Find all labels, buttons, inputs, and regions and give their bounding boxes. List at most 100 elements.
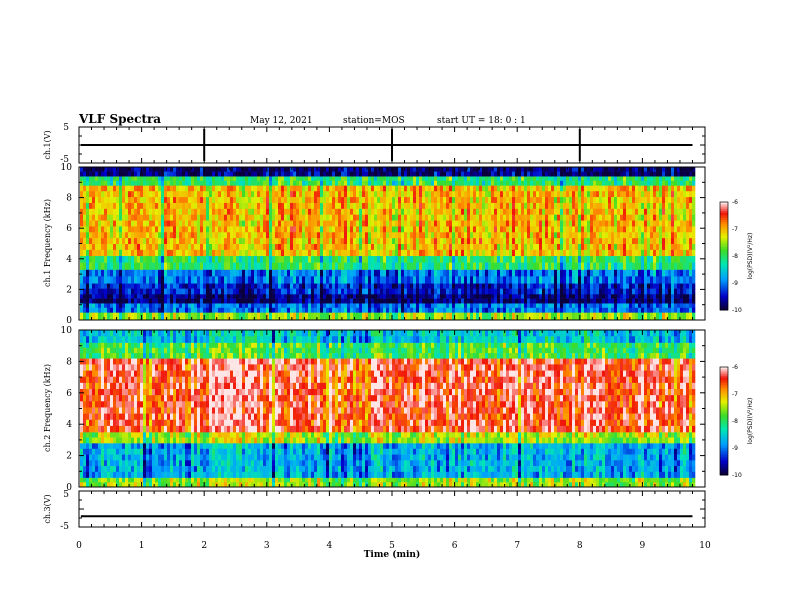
spectrogram-cell <box>554 303 558 309</box>
spectrogram-cell <box>425 276 429 284</box>
spectrogram-cell <box>518 303 522 309</box>
spectrogram-cell <box>182 262 186 270</box>
spectrogram-cell <box>515 288 519 295</box>
spectrogram-cell <box>110 249 114 257</box>
spectrogram-cell <box>431 262 435 270</box>
spectrogram-cell <box>86 220 90 227</box>
spectrogram-cell <box>401 262 405 270</box>
spectrogram-cell <box>104 202 108 210</box>
spectrogram-cell <box>605 288 609 295</box>
spectrogram-cell <box>209 176 213 182</box>
spectrogram-cell <box>191 312 195 321</box>
spectrogram-cell <box>221 208 225 215</box>
spectrogram-cell <box>227 238 231 245</box>
spectrogram-cell <box>536 208 540 215</box>
spectrogram-cell <box>593 249 597 257</box>
spectrogram-cell <box>323 238 327 245</box>
spectrogram-cell <box>311 269 315 277</box>
spectrogram-cell <box>617 202 621 210</box>
spectrogram-cell <box>542 293 546 299</box>
spectrogram-cell <box>344 185 348 192</box>
spectrogram-cell <box>122 312 126 321</box>
spectrogram-cell <box>401 226 405 233</box>
spectrogram-cell <box>488 185 492 192</box>
spectrogram-cell <box>338 197 342 204</box>
spectrogram-cell <box>113 303 117 309</box>
spectrogram-cell <box>479 197 483 204</box>
spectrogram-cell <box>254 191 258 198</box>
spectrogram-cell <box>353 191 357 198</box>
spectrogram-cell <box>527 176 531 182</box>
spectrogram-cell <box>281 208 285 215</box>
spectrogram-cell <box>305 255 309 263</box>
spectrogram-cell <box>536 283 540 289</box>
spectrogram-cell <box>347 288 351 295</box>
spectrogram-cell <box>602 269 606 277</box>
spectrogram-cell <box>593 262 597 270</box>
spectrogram-cell <box>146 214 150 221</box>
spectrogram-cell <box>320 180 324 186</box>
spectrogram-cell <box>518 197 522 204</box>
spectrogram-cell <box>401 244 405 251</box>
spectrogram-cell <box>554 214 558 221</box>
spectrogram-cell <box>92 238 96 245</box>
spectrogram-cell <box>494 232 498 239</box>
spectrogram-cell <box>416 288 420 295</box>
spectrogram-cell <box>566 298 570 304</box>
spectrogram-cell <box>491 283 495 289</box>
spectrogram-cell <box>212 167 216 172</box>
spectrogram-cell <box>497 269 501 277</box>
spectrogram-cell <box>344 249 348 257</box>
spectrogram-cell <box>332 312 336 321</box>
spectrogram-cell <box>203 232 207 239</box>
spectrogram-cell <box>287 276 291 284</box>
spectrogram-cell <box>413 288 417 295</box>
spectrogram-cell <box>227 232 231 239</box>
spectrogram-cell <box>266 255 270 263</box>
spectrogram-cell <box>566 255 570 263</box>
spectrogram-cell <box>185 202 189 210</box>
spectrogram-cell <box>422 197 426 204</box>
spectrogram-cell <box>587 262 591 270</box>
spectrogram-cell <box>197 226 201 233</box>
spectrogram-cell <box>263 185 267 192</box>
spectrogram-cell <box>530 238 534 245</box>
spectrogram-cell <box>407 191 411 198</box>
spectrogram-cell <box>341 276 345 284</box>
spectrogram-cell <box>341 262 345 270</box>
spectrogram-cell <box>212 185 216 192</box>
spectrogram-cell <box>401 185 405 192</box>
spectrogram-cell <box>470 185 474 192</box>
spectrogram-cell <box>314 293 318 299</box>
spectrogram-cell <box>215 171 219 177</box>
spectrogram-cell <box>434 171 438 177</box>
spectrogram-cell <box>479 255 483 263</box>
spectrogram-cell <box>308 303 312 309</box>
spectrogram-cell <box>338 238 342 245</box>
spectrogram-cell <box>119 307 123 313</box>
spectrogram-cell <box>317 262 321 270</box>
spectrogram-cell <box>272 202 276 210</box>
spectrogram-cell <box>518 180 522 186</box>
spectrogram-cell <box>587 303 591 309</box>
spectrogram-cell <box>368 176 372 182</box>
spectrogram-cell <box>419 197 423 204</box>
spectrogram-cell <box>449 171 453 177</box>
spectrogram-cell <box>446 167 450 172</box>
spectrogram-cell <box>101 269 105 277</box>
spectrogram-cell <box>290 269 294 277</box>
spectrogram-cell <box>107 214 111 221</box>
spectrogram-cell <box>539 180 543 186</box>
spectrogram-cell <box>179 312 183 321</box>
spectrogram-cell <box>149 276 153 284</box>
spectrogram-cell <box>203 180 207 186</box>
spectrogram-cell <box>401 238 405 245</box>
spectrogram-cell <box>536 307 540 313</box>
spectrogram-cell <box>473 220 477 227</box>
spectrogram-cell <box>473 180 477 186</box>
spectrogram-cell <box>512 303 516 309</box>
spectrogram-cell <box>572 208 576 215</box>
spectrogram-cell <box>425 202 429 210</box>
spectrogram-cell <box>236 293 240 299</box>
spectrogram-cell <box>515 303 519 309</box>
